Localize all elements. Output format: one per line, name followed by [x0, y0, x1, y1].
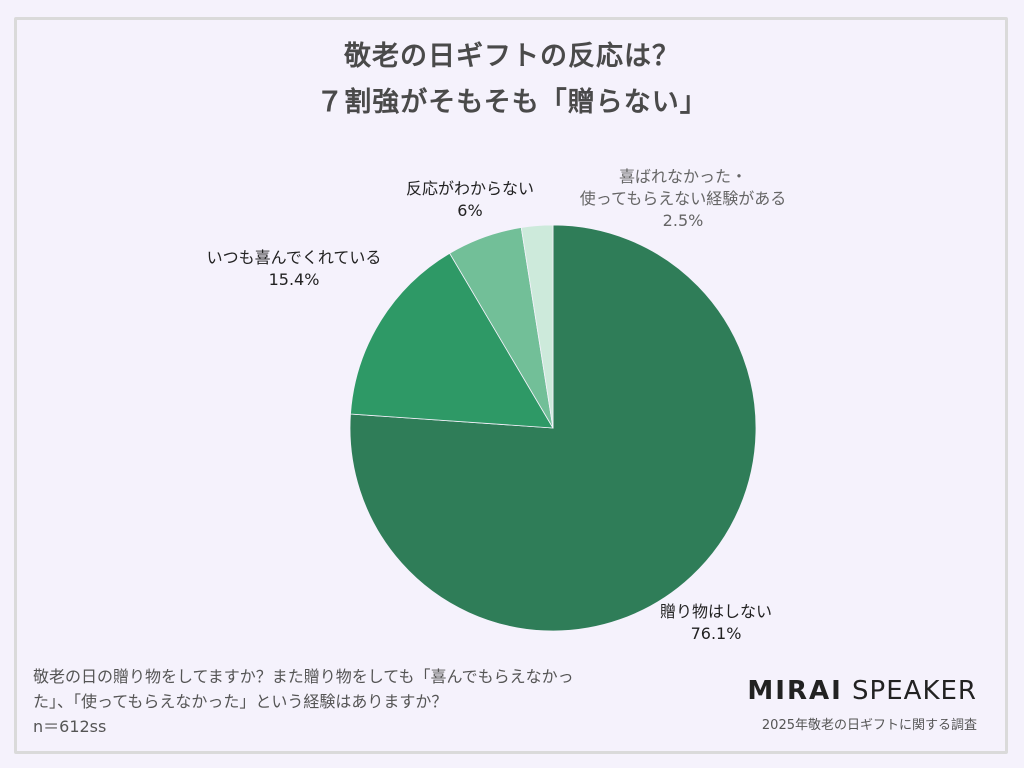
label-name: 贈り物はしない	[659, 602, 773, 621]
brand-subtitle: 2025年敬老の日ギフトに関する調査	[761, 718, 977, 733]
label-unknown-reaction: 反応がわからない 6%	[406, 178, 534, 222]
label-value: 2.5%	[662, 211, 704, 230]
slice-always-happy	[350, 252, 554, 429]
label-value: 6%	[457, 201, 483, 220]
brand-logo: MIRAI SPEAKER	[747, 676, 977, 706]
label-value: 76.1%	[690, 624, 742, 643]
title-line-1: 敬老の日ギフトの反応は？	[344, 41, 680, 72]
slice-not-appreciated	[520, 224, 554, 429]
label-no-gift: 贈り物はしない 76.1%	[660, 601, 772, 645]
label-name-line-1: 喜ばれなかった・	[618, 167, 747, 186]
survey-footnote: 敬老の日の贈り物をしてますか？また贈り物をしても「喜んでもらえなかっ た」、「使…	[33, 664, 574, 739]
label-value: 15.4%	[268, 270, 320, 289]
brand-light: SPEAKER	[852, 676, 977, 706]
label-not-appreciated: 喜ばれなかった・ 使ってもらえない経験がある 2.5%	[580, 166, 786, 232]
footnote-line-1: 敬老の日の贈り物をしてますか？また贈り物をしても「喜んでもらえなかっ	[33, 667, 574, 686]
label-name: 反応がわからない	[405, 179, 535, 198]
sample-size: n＝612ss	[33, 717, 107, 736]
chart-title: 敬老の日ギフトの反応は？ ７割強がそもそも「贈らない」	[0, 34, 1024, 126]
title-line-2: ７割強がそもそも「贈らない」	[316, 87, 708, 118]
label-always-happy: いつも喜んでくれている 15.4%	[207, 247, 382, 291]
label-name-line-2: 使ってもらえない経験がある	[579, 189, 787, 208]
label-name: いつも喜んでくれている	[206, 248, 382, 267]
footnote-line-2: た」、「使ってもらえなかった」という経験はありますか？	[33, 692, 448, 711]
brand-bold: MIRAI	[747, 676, 843, 706]
